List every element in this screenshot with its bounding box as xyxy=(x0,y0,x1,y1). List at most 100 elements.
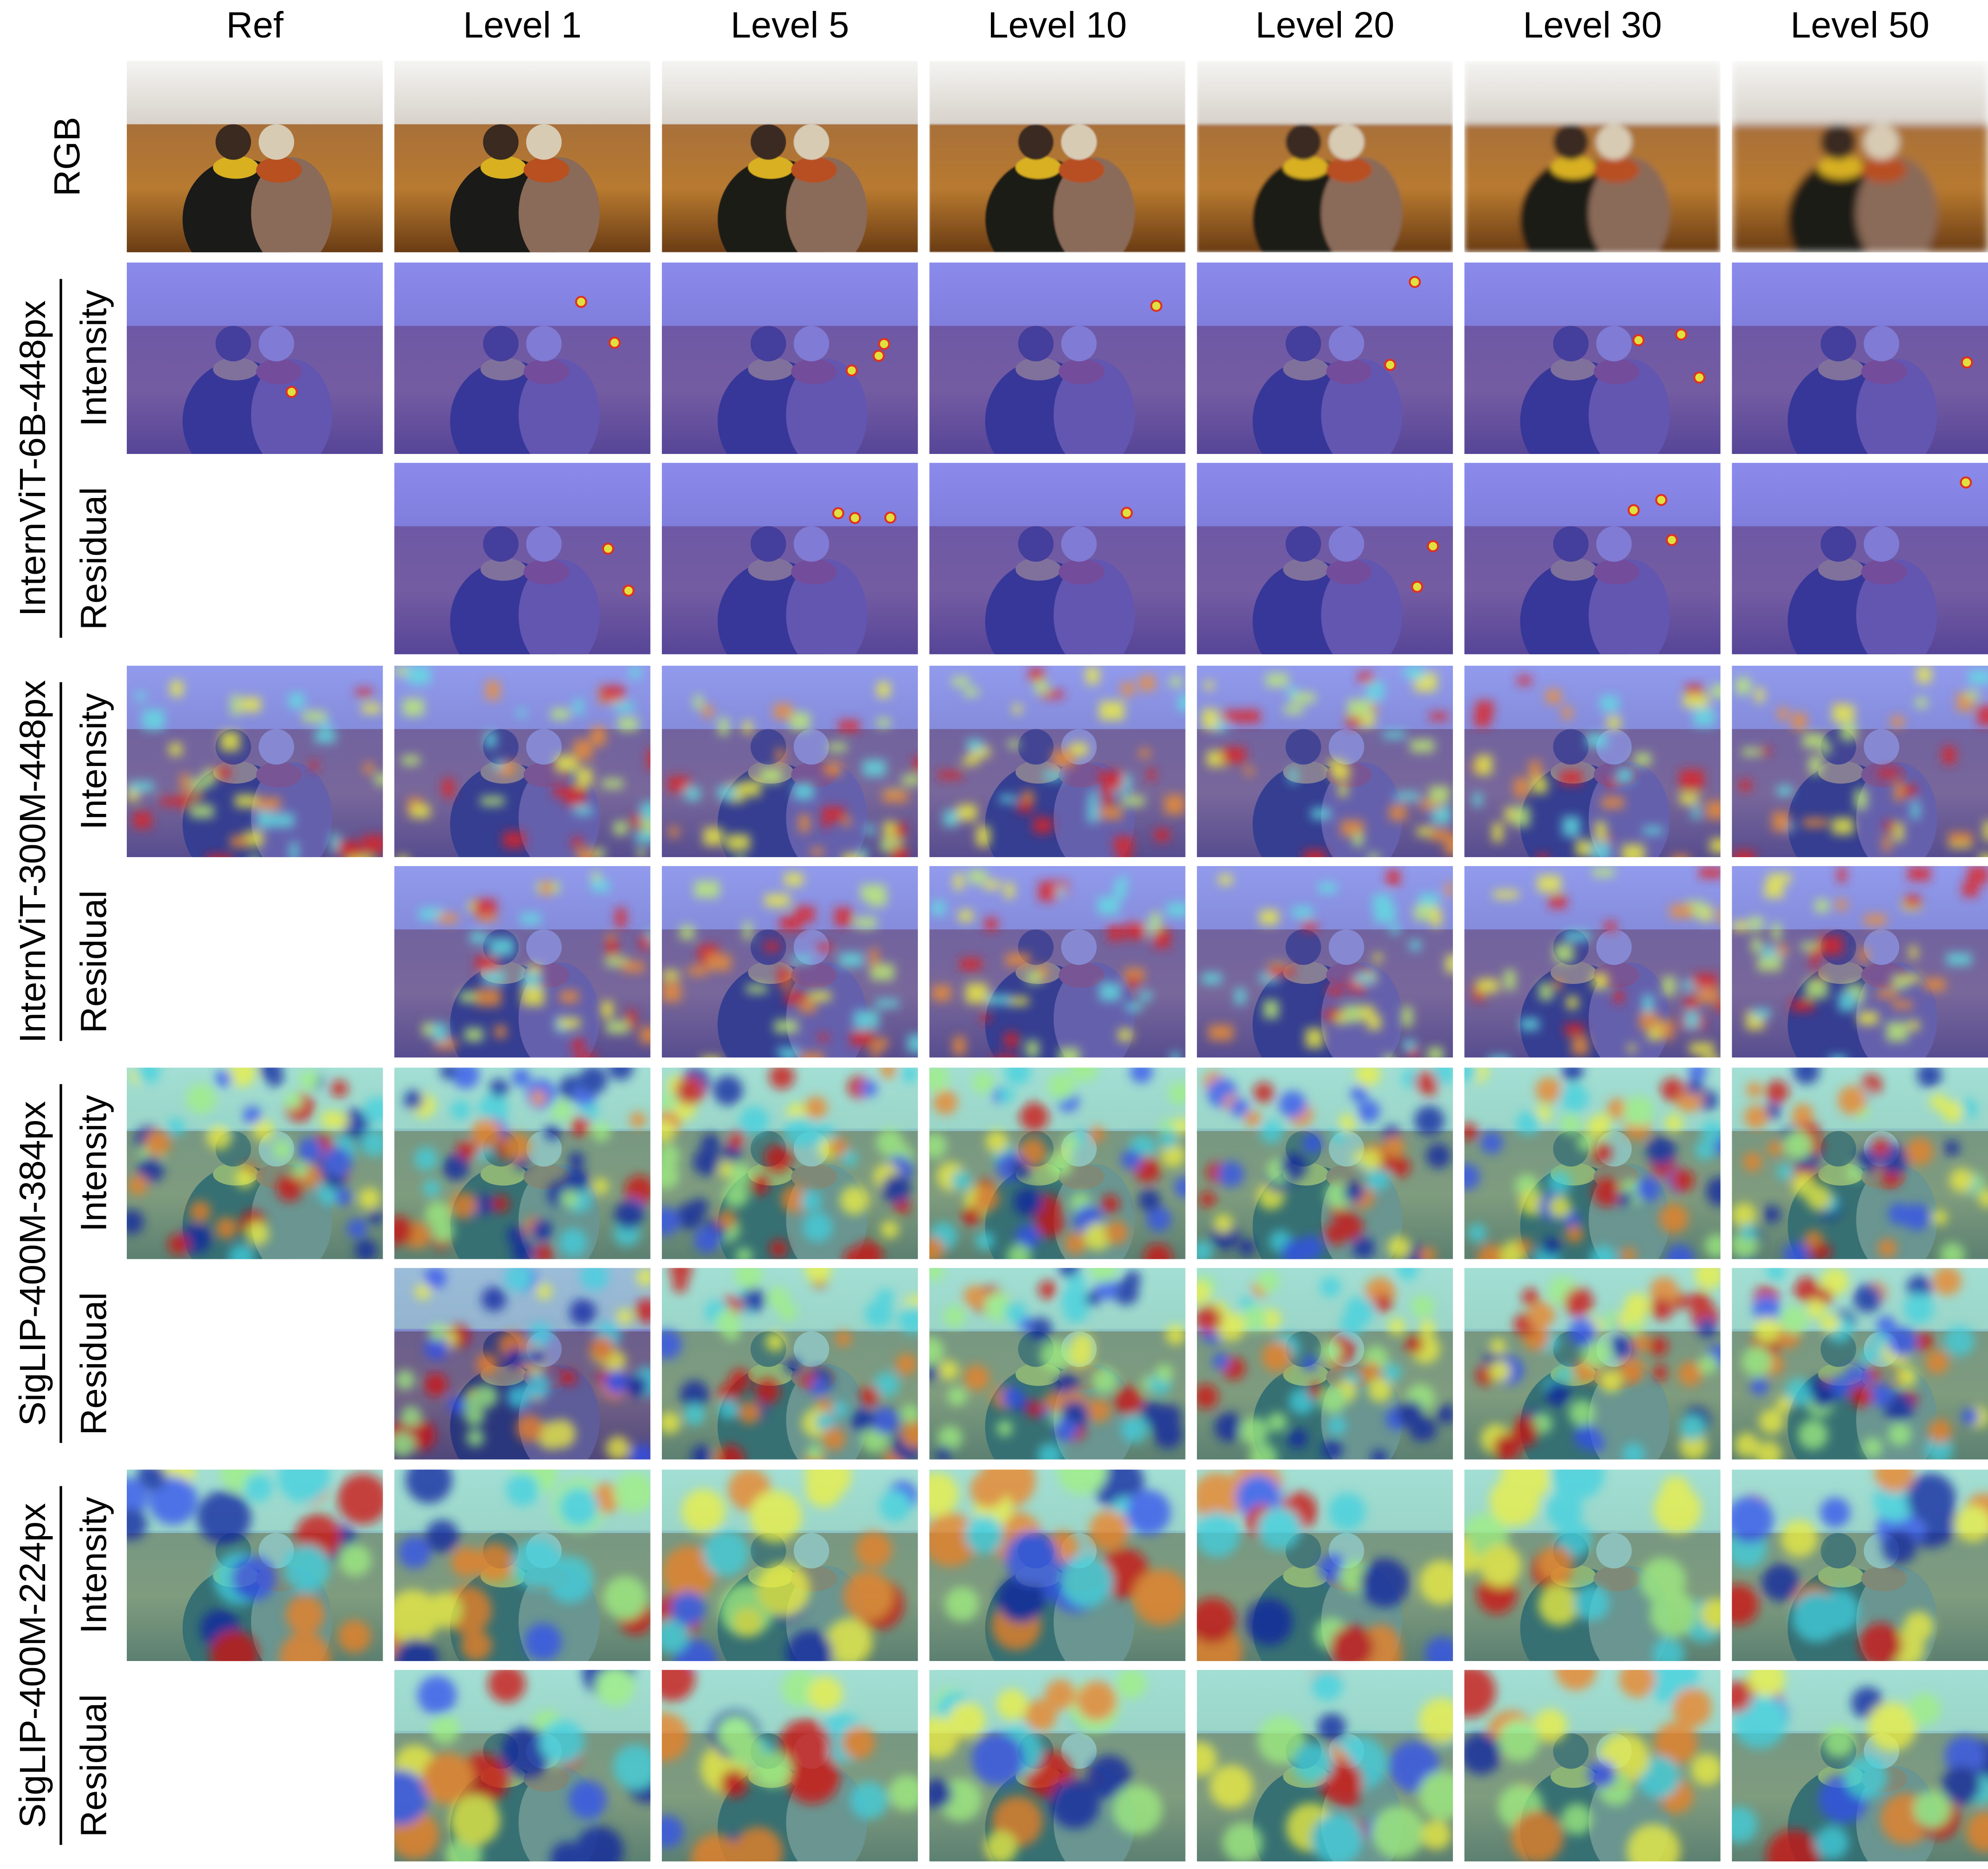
heat-blob xyxy=(127,1508,147,1540)
heat-blob xyxy=(1108,925,1123,941)
heat-blob xyxy=(569,1299,596,1326)
heat-blob xyxy=(1262,1341,1292,1372)
image-tile xyxy=(929,1469,1186,1661)
heat-blobs xyxy=(668,682,918,858)
heat-blob xyxy=(968,869,987,884)
row-header: RGB xyxy=(47,117,87,197)
heat-blob xyxy=(1549,1196,1571,1218)
heat-blob xyxy=(1419,1771,1453,1821)
heat-blob xyxy=(735,1268,763,1289)
heat-blob xyxy=(1670,905,1693,918)
heat-blob xyxy=(1695,1268,1721,1289)
heat-blob xyxy=(503,1133,531,1160)
heat-blob xyxy=(1421,1820,1451,1850)
heat-spot xyxy=(1384,359,1396,371)
heat-blob xyxy=(1876,989,1897,998)
heat-blob xyxy=(1197,1384,1218,1409)
heat-blob xyxy=(707,954,731,971)
heat-blob xyxy=(1101,1194,1120,1214)
heat-blob xyxy=(1777,1163,1794,1180)
heat-blob xyxy=(863,760,886,776)
heat-blob xyxy=(1591,842,1611,858)
heat-blob xyxy=(405,1469,452,1503)
heat-blob xyxy=(1311,808,1330,820)
heat-blob xyxy=(471,1118,502,1149)
heat-blob xyxy=(1781,1520,1818,1558)
heat-blob xyxy=(1373,894,1392,910)
heat-blob xyxy=(1691,1754,1721,1785)
image-tile xyxy=(1732,866,1988,1058)
column-header: Level 10 xyxy=(988,5,1127,46)
heat-blob xyxy=(197,1490,251,1545)
heat-blob xyxy=(981,1012,991,1022)
heat-blob xyxy=(1791,1000,1814,1011)
heat-blob xyxy=(750,1176,770,1195)
heat-blob xyxy=(1197,1742,1217,1776)
heat-blob xyxy=(394,1770,428,1825)
heat-blob xyxy=(1167,903,1186,917)
heat-blob xyxy=(1319,1386,1347,1414)
heat-blob xyxy=(591,1122,611,1142)
heat-blob xyxy=(565,1168,589,1192)
heat-blob xyxy=(1688,1067,1707,1080)
heat-blob xyxy=(451,1100,471,1120)
heat-blob xyxy=(841,1150,858,1167)
group-label: InternViT-300M-448px xyxy=(12,680,53,1043)
heat-blob xyxy=(1479,1544,1522,1586)
heat-blob xyxy=(180,774,189,792)
heat-blob xyxy=(1705,801,1721,819)
image-tile xyxy=(1464,262,1721,454)
heat-blob xyxy=(1026,1040,1039,1058)
heat-blob xyxy=(1513,806,1530,827)
heat-blob xyxy=(1766,1829,1821,1861)
heat-blob xyxy=(1767,1141,1783,1156)
image-tile xyxy=(127,1469,383,1661)
heat-blob xyxy=(1267,1412,1287,1432)
heat-base xyxy=(127,262,383,454)
heat-blob xyxy=(1876,1316,1896,1335)
heat-blob xyxy=(874,1371,900,1397)
heat-blob xyxy=(1253,1082,1274,1103)
heat-blob xyxy=(1353,833,1363,847)
heat-blob xyxy=(1112,1784,1163,1835)
heat-blob xyxy=(290,842,298,858)
heat-blob xyxy=(422,1753,473,1804)
heat-blob xyxy=(1133,1569,1186,1625)
heat-blob xyxy=(876,999,899,1008)
heat-blob xyxy=(608,1067,633,1081)
heat-blob xyxy=(1875,1469,1914,1493)
heat-blob xyxy=(1942,746,1956,764)
heat-blob xyxy=(1663,976,1676,996)
heat-blob xyxy=(672,1277,688,1293)
image-tile xyxy=(1732,665,1988,858)
heat-blob xyxy=(127,1478,148,1518)
heat-blob xyxy=(1199,1191,1216,1208)
heat-blob xyxy=(168,1234,189,1255)
image-tile xyxy=(1197,262,1453,454)
heat-blob xyxy=(1519,1190,1545,1216)
heat-blob xyxy=(1062,1557,1112,1607)
heat-blob xyxy=(1639,1558,1686,1604)
heat-blobs xyxy=(395,666,650,858)
heat-blob xyxy=(231,1556,276,1601)
heat-blobs xyxy=(661,1067,918,1259)
heat-blob xyxy=(738,1401,761,1424)
heat-blob xyxy=(626,1375,648,1397)
heat-blob xyxy=(452,1067,480,1089)
heat-spot xyxy=(846,364,858,377)
heat-blob xyxy=(996,1689,1027,1720)
heat-blob xyxy=(1699,867,1721,878)
photo xyxy=(929,61,1186,253)
heat-blob xyxy=(448,1396,466,1414)
image-tile xyxy=(394,1469,650,1661)
heat-blob xyxy=(1489,1056,1510,1058)
heat-blob xyxy=(520,913,541,925)
heat-blob xyxy=(965,983,988,1003)
heat-blob xyxy=(476,1353,498,1375)
heat-spot xyxy=(1666,534,1678,546)
heat-blob xyxy=(1563,1211,1581,1228)
heat-blob xyxy=(1533,1709,1567,1743)
heat-blob xyxy=(250,856,259,858)
heat-blob xyxy=(1755,688,1764,703)
heat-blob xyxy=(1564,1023,1584,1036)
